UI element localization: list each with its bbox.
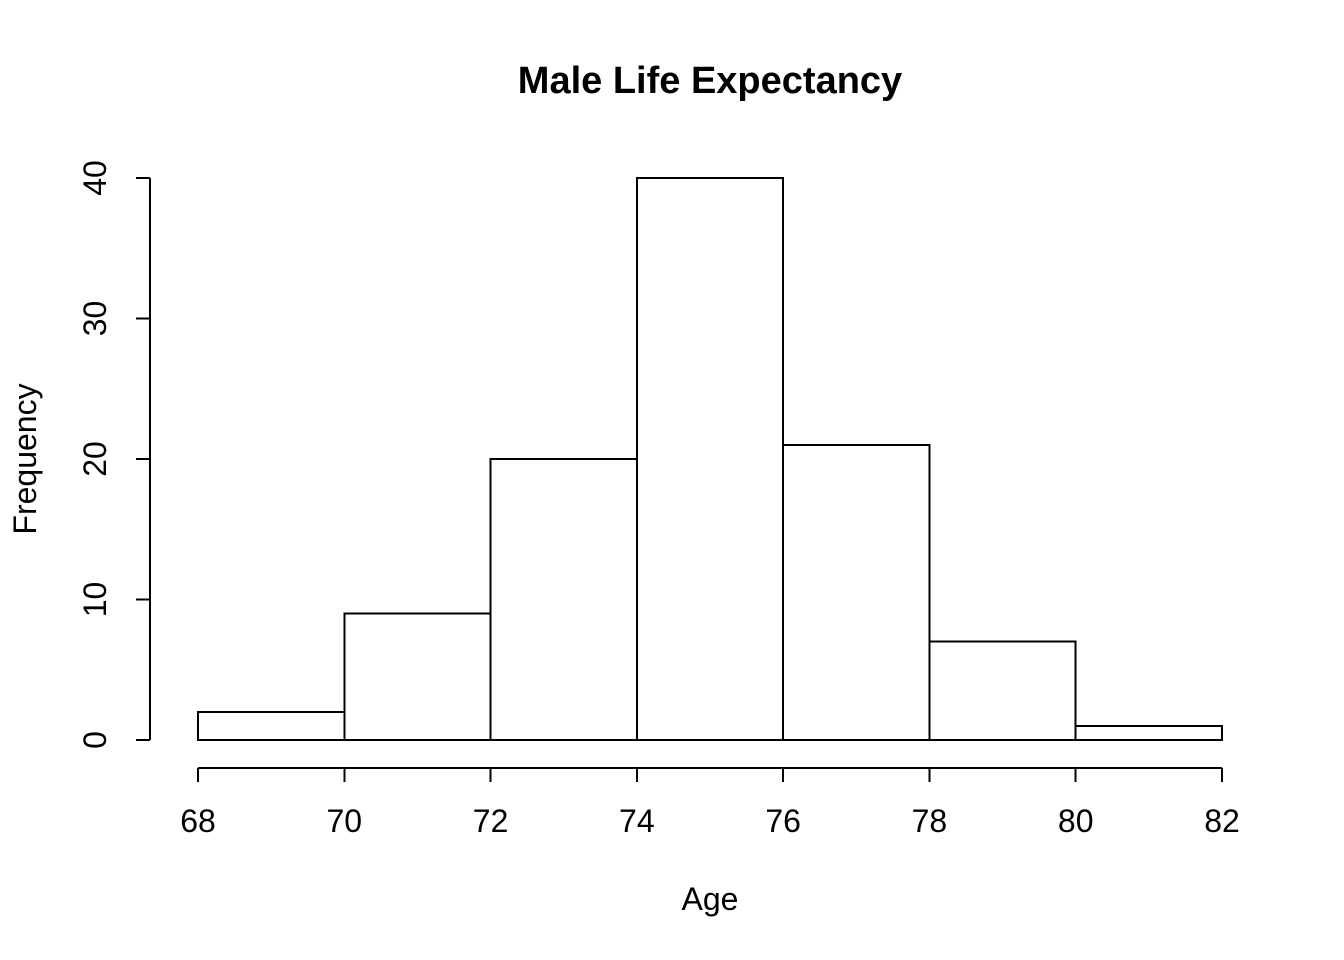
x-tick-label: 70	[326, 803, 362, 839]
histogram-bar	[343, 612, 492, 741]
x-tick-label: 78	[912, 803, 948, 839]
x-tick-label: 72	[473, 803, 509, 839]
x-tick-label: 74	[619, 803, 655, 839]
y-tick-label: 20	[77, 441, 113, 477]
histogram-bar	[782, 443, 931, 741]
histogram-bar	[635, 177, 785, 741]
y-axis-title: Frequency	[7, 383, 43, 534]
x-tick-label: 68	[180, 803, 216, 839]
axes-group: 0 10 20 30 40 68 70 72 74 76 78 80 82	[77, 160, 1240, 839]
histogram-bar	[197, 710, 346, 742]
x-axis-title: Age	[682, 881, 739, 917]
histogram-bar	[928, 640, 1077, 741]
chart-title: Male Life Expectancy	[518, 60, 902, 102]
bars-group	[197, 177, 1223, 742]
histogram-bar	[1074, 725, 1223, 741]
x-tick-label: 82	[1204, 803, 1240, 839]
x-tick-label: 80	[1058, 803, 1094, 839]
x-tick-label: 76	[765, 803, 801, 839]
histogram-bar	[489, 458, 638, 741]
y-tick-label: 30	[77, 301, 113, 337]
y-tick-label: 40	[77, 160, 113, 196]
y-tick-label: 0	[77, 731, 113, 749]
y-tick-label: 10	[77, 582, 113, 618]
